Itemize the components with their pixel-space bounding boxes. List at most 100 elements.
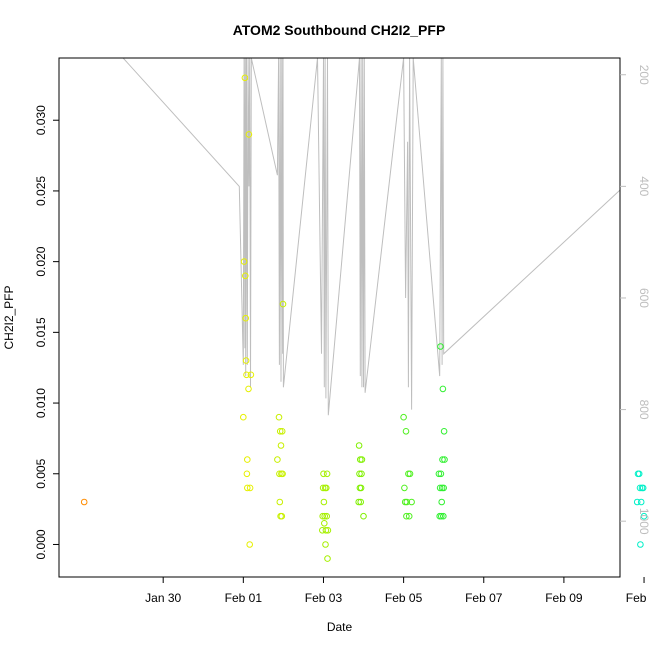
data-point <box>322 527 330 534</box>
data-point <box>242 357 250 364</box>
data-point <box>357 484 365 492</box>
data-point <box>279 300 287 308</box>
data-point <box>244 484 251 492</box>
data-point <box>435 470 443 478</box>
y-tick-label: 0.005 <box>34 458 48 488</box>
data-point <box>245 385 252 393</box>
data-point <box>323 484 330 492</box>
data-point <box>437 343 444 350</box>
data-point <box>438 498 446 506</box>
pressure-profile-layer <box>122 58 620 416</box>
data-point <box>276 498 284 506</box>
y-tick-label: 0.010 <box>34 388 48 418</box>
data-point <box>278 428 286 435</box>
data-point <box>320 498 328 506</box>
data-point <box>636 484 644 492</box>
data-point <box>240 258 248 265</box>
data-point <box>242 272 249 280</box>
x-tick-label: Feb 09 <box>545 591 583 605</box>
data-point <box>405 512 413 520</box>
data-point <box>436 484 444 492</box>
x-tick-label: Feb 11 <box>626 591 650 605</box>
data-point <box>275 413 283 421</box>
data-point <box>640 512 648 520</box>
data-point <box>356 470 363 478</box>
data-point <box>439 385 447 393</box>
data-point <box>402 428 410 435</box>
y2-tick-label: 400 <box>637 176 650 196</box>
pressure-profile-line <box>122 58 620 416</box>
y2-tick-label: 1000 <box>637 508 650 535</box>
data-point <box>243 470 251 478</box>
data-point <box>355 442 363 449</box>
data-points <box>80 74 648 562</box>
y-axis: 0.000 0.005 0.010 0.015 0.020 0.025 0.030 <box>34 105 59 559</box>
data-point <box>360 512 367 520</box>
x-axis: Jan 30 Feb 01 Feb 03 Feb 05 Feb 07 Feb 09 Feb … <box>145 577 650 605</box>
y2-axis: 200 400 600 800 1000 <box>620 65 650 535</box>
data-point <box>319 512 327 520</box>
data-point <box>438 512 445 520</box>
plot-frame <box>58 57 621 578</box>
data-point <box>278 512 286 520</box>
data-point <box>355 498 363 506</box>
data-point <box>80 498 88 506</box>
data-point <box>324 555 331 562</box>
data-point <box>322 541 329 548</box>
data-point <box>403 512 410 520</box>
y-tick-label: 0.000 <box>34 529 48 559</box>
data-point <box>440 512 447 520</box>
data-point <box>358 456 366 463</box>
data-point <box>440 428 448 435</box>
data-point <box>246 484 254 492</box>
data-point <box>323 470 331 478</box>
data-point <box>406 470 414 478</box>
x-axis-label: Date <box>327 620 353 634</box>
data-point <box>242 314 249 322</box>
y-tick-label: 0.015 <box>34 317 48 347</box>
y-axis-label: CH2I2_PFP <box>2 285 16 349</box>
x-tick-label: Jan 30 <box>145 591 181 605</box>
y2-tick-label: 200 <box>637 65 650 85</box>
data-point <box>319 484 327 492</box>
data-point <box>408 498 415 506</box>
data-point <box>639 484 647 492</box>
data-point <box>323 512 331 520</box>
data-point <box>358 470 365 478</box>
data-point <box>321 520 328 527</box>
data-point <box>440 484 448 492</box>
chart-title: ATOM2 Southbound CH2I2_PFP <box>233 22 446 38</box>
data-point <box>437 470 445 478</box>
data-point <box>633 498 641 506</box>
y-tick-label: 0.020 <box>34 246 48 276</box>
data-point <box>401 484 408 492</box>
data-point <box>277 442 285 449</box>
y-tick-label: 0.025 <box>34 176 48 206</box>
data-point <box>320 470 327 478</box>
x-tick-label: Feb 01 <box>225 591 263 605</box>
data-point <box>324 527 332 534</box>
data-point <box>279 470 286 478</box>
data-point <box>245 131 253 138</box>
y2-tick-label: 600 <box>637 288 650 308</box>
data-point <box>246 541 253 548</box>
data-point <box>276 470 283 478</box>
data-point <box>243 371 250 379</box>
y-tick-label: 0.030 <box>34 105 48 135</box>
data-point <box>635 470 643 478</box>
data-point <box>357 498 365 506</box>
data-point <box>637 541 644 548</box>
y2-tick-label: 800 <box>637 400 650 420</box>
data-point <box>240 413 247 421</box>
x-tick-label: Feb 05 <box>385 591 423 605</box>
data-point <box>441 456 448 463</box>
x-tick-label: Feb 03 <box>305 591 343 605</box>
data-point <box>244 456 251 463</box>
data-point <box>276 428 284 435</box>
data-point <box>247 371 255 379</box>
x-tick-label: Feb 07 <box>465 591 503 605</box>
data-point <box>321 512 329 520</box>
data-point <box>241 74 249 82</box>
data-point <box>274 456 281 463</box>
